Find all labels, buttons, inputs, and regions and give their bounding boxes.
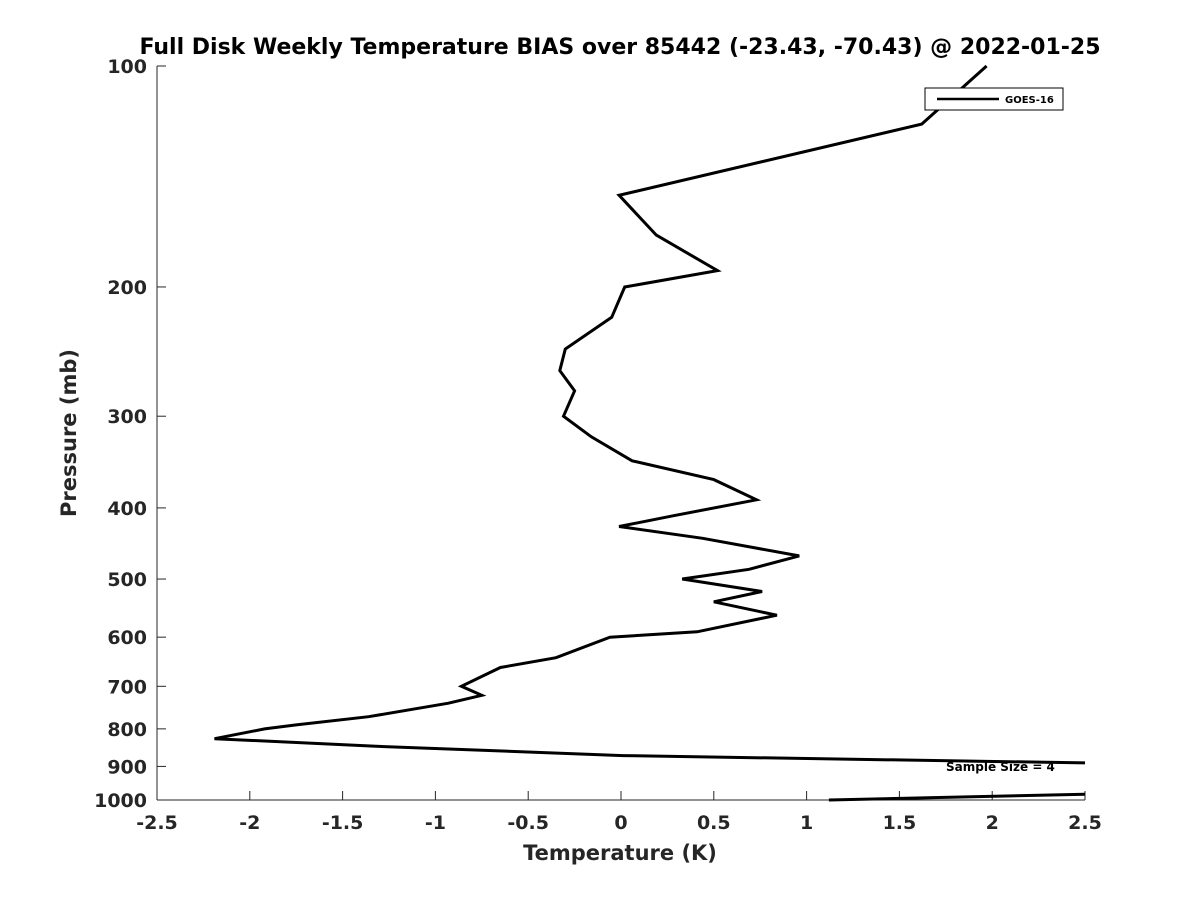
y-tick-label: 500	[107, 569, 147, 591]
x-axis: -2.5 -2 -1.5 -1 -0.5 0 0.5 1 1.5 2 2.5	[136, 791, 1102, 834]
y-tick-label: 400	[107, 498, 147, 520]
y-tick-label: 1000	[94, 790, 147, 812]
chart-title: Full Disk Weekly Temperature BIAS over 8…	[139, 35, 1100, 60]
series-line-1	[828, 792, 1086, 802]
x-tick-label: 2.5	[1068, 812, 1102, 834]
y-tick-label: 600	[107, 627, 147, 649]
legend: GOES-16	[924, 87, 1064, 111]
y-axis: 100 200 300 400 500 600 700 800 900 1000	[94, 56, 166, 812]
x-axis-label: Temperature (K)	[523, 841, 717, 865]
y-axis-label: Pressure (mb)	[57, 349, 81, 517]
x-tick-label: -2	[239, 812, 260, 834]
series-line-goes-16	[214, 64, 1086, 765]
x-tick-label: 0.5	[697, 812, 731, 834]
x-tick-label: -2.5	[136, 812, 178, 834]
x-tick-label: -1.5	[322, 812, 364, 834]
y-tick-label: 200	[107, 277, 147, 299]
x-tick-label: 0	[614, 812, 627, 834]
y-tick-label: 100	[107, 56, 147, 78]
x-tick-label: 1	[800, 812, 813, 834]
y-tick-label: 300	[107, 406, 147, 428]
y-tick-label: 700	[107, 676, 147, 698]
legend-label-goes-16: GOES-16	[1005, 95, 1054, 106]
x-tick-label: -0.5	[507, 812, 549, 834]
sample-size-annotation: Sample Size = 4	[946, 760, 1055, 774]
y-tick-label: 900	[107, 756, 147, 778]
x-tick-label: 2	[986, 812, 999, 834]
series-group	[214, 64, 1086, 802]
x-tick-label: 1.5	[883, 812, 917, 834]
x-tick-label: -1	[425, 812, 446, 834]
y-tick-label: 800	[107, 719, 147, 741]
